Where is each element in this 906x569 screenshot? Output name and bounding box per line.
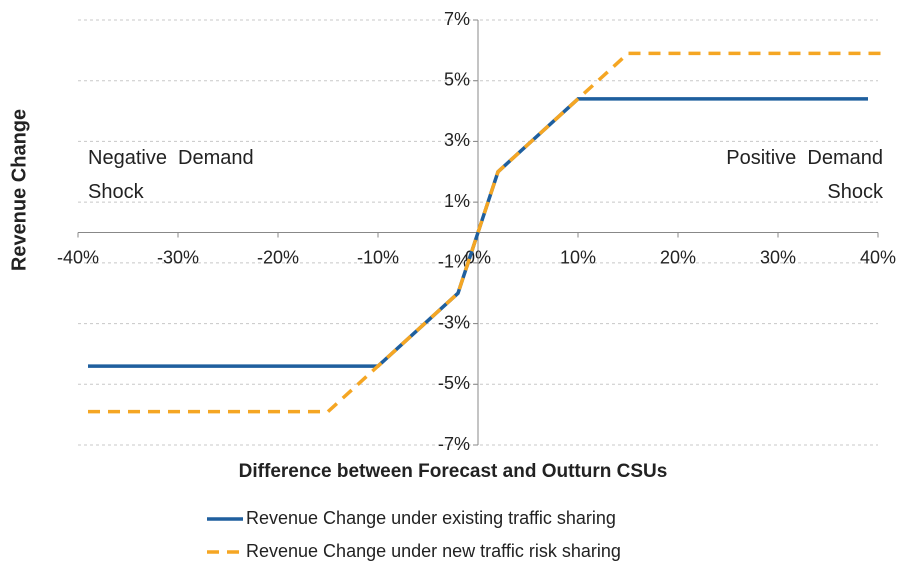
y-tick-label: 7% [444, 9, 470, 29]
legend-label: Revenue Change under new traffic risk sh… [246, 541, 621, 561]
annotation: Shock [88, 181, 145, 203]
x-tick-label: -40% [57, 247, 99, 267]
annotation: Shock [827, 181, 884, 203]
x-tick-label: -20% [257, 247, 299, 267]
y-tick-label: 1% [444, 191, 470, 211]
x-tick-label: 20% [660, 247, 696, 267]
y-tick-label: -1% [438, 252, 470, 272]
legend-label: Revenue Change under existing traffic sh… [246, 508, 616, 528]
annotation: Positive Demand [726, 147, 883, 169]
x-tick-label: 40% [860, 247, 896, 267]
annotation: Negative Demand [88, 147, 254, 169]
series-line [88, 51, 888, 414]
x-tick-label: 30% [760, 247, 796, 267]
y-tick-label: -3% [438, 312, 470, 332]
x-tick-label: -10% [357, 247, 399, 267]
y-tick-label: 5% [444, 69, 470, 89]
y-tick-label: -5% [438, 373, 470, 393]
y-tick-label: 3% [444, 130, 470, 150]
y-tick-label: -7% [438, 434, 470, 454]
x-tick-label: -30% [157, 247, 199, 267]
y-axis-label: Revenue Change [8, 109, 30, 271]
x-axis-label: Difference between Forecast and Outturn … [239, 461, 668, 482]
x-tick-label: 10% [560, 247, 596, 267]
